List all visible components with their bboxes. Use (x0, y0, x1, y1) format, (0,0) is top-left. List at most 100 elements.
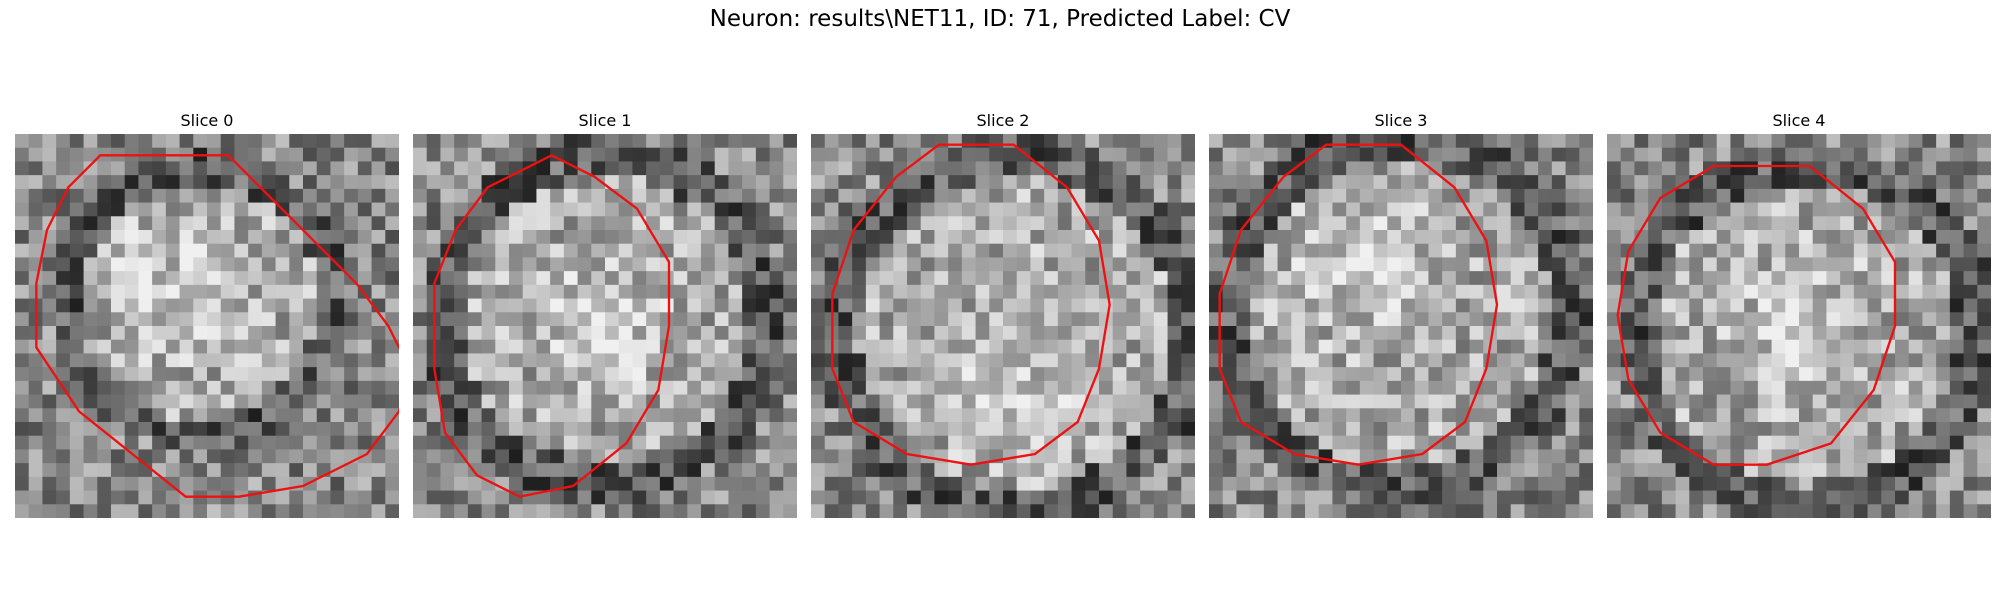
pixel (1538, 463, 1552, 477)
pixel (687, 175, 701, 189)
pixel (907, 353, 921, 367)
pixel (454, 463, 468, 477)
pixel (1126, 436, 1140, 450)
pixel (1813, 395, 1827, 409)
pixel (1428, 449, 1442, 463)
pixel (1236, 285, 1250, 299)
pixel (1428, 381, 1442, 395)
pixel (1332, 326, 1346, 340)
pixel (756, 326, 770, 340)
pixel (440, 216, 454, 230)
pixel (1950, 299, 1964, 313)
pixel (1730, 257, 1744, 271)
pixel (1552, 381, 1566, 395)
pixel (1909, 367, 1923, 381)
pixel (701, 477, 715, 491)
pixel (1278, 381, 1292, 395)
pixel (276, 353, 290, 367)
pixel (1799, 340, 1813, 354)
pixel (1168, 175, 1182, 189)
pixel (344, 367, 358, 381)
pixel (84, 175, 98, 189)
pixel (770, 257, 784, 271)
pixel (413, 449, 427, 463)
pixel (1346, 189, 1360, 203)
pixel (1030, 299, 1044, 313)
pixel (1662, 353, 1676, 367)
pixel (1511, 422, 1525, 436)
pixel (372, 463, 386, 477)
pixel (866, 299, 880, 313)
pixel (591, 230, 605, 244)
pixel (1703, 189, 1717, 203)
pixel (1950, 395, 1964, 409)
pixel (42, 161, 56, 175)
pixel (372, 285, 386, 299)
pixel (1785, 203, 1799, 217)
pixel (468, 285, 482, 299)
pixel (907, 422, 921, 436)
pixel (1319, 326, 1333, 340)
pixel (385, 477, 399, 491)
pixel (715, 367, 729, 381)
pixel (358, 230, 372, 244)
pixel (1291, 271, 1305, 285)
pixel (1250, 340, 1264, 354)
pixel (962, 326, 976, 340)
pixel (976, 381, 990, 395)
pixel (605, 395, 619, 409)
pixel (948, 504, 962, 518)
pixel (1621, 148, 1635, 162)
pixel (1922, 148, 1936, 162)
pixel (29, 422, 43, 436)
pixel (29, 175, 43, 189)
pixel (1854, 367, 1868, 381)
pixel (1223, 312, 1237, 326)
pixel (1579, 353, 1593, 367)
pixel (1977, 367, 1991, 381)
pixel (1621, 395, 1635, 409)
pixel (1813, 216, 1827, 230)
pixel (1387, 326, 1401, 340)
pixel (728, 312, 742, 326)
pixel (948, 367, 962, 381)
pixel (248, 148, 262, 162)
pixel (523, 148, 537, 162)
pixel (1497, 436, 1511, 450)
pixel (687, 395, 701, 409)
pixel (1607, 134, 1621, 148)
pixel (646, 504, 660, 518)
pixel (687, 257, 701, 271)
pixel (989, 216, 1003, 230)
pixel (1360, 395, 1374, 409)
pixel (276, 175, 290, 189)
pixel (262, 271, 276, 285)
pixel (578, 134, 592, 148)
pixel (880, 244, 894, 258)
pixel (1374, 271, 1388, 285)
pixel (1470, 299, 1484, 313)
pixel (1250, 408, 1264, 422)
pixel (1621, 216, 1635, 230)
pixel (976, 504, 990, 518)
pixel (811, 436, 825, 450)
pixel (1936, 326, 1950, 340)
slice-panel-2: Slice 2 (811, 110, 1195, 518)
pixel (1524, 161, 1538, 175)
pixel (701, 381, 715, 395)
pixel (111, 134, 125, 148)
pixel (934, 340, 948, 354)
pixel (303, 216, 317, 230)
pixel (989, 395, 1003, 409)
pixel (193, 477, 207, 491)
pixel (1470, 504, 1484, 518)
slice-title: Slice 2 (811, 110, 1195, 132)
pixel (1360, 326, 1374, 340)
pixel (111, 203, 125, 217)
pixel (948, 353, 962, 367)
pixel (921, 230, 935, 244)
pixel (1634, 312, 1648, 326)
pixel (1497, 148, 1511, 162)
pixel (660, 203, 674, 217)
pixel (1346, 134, 1360, 148)
